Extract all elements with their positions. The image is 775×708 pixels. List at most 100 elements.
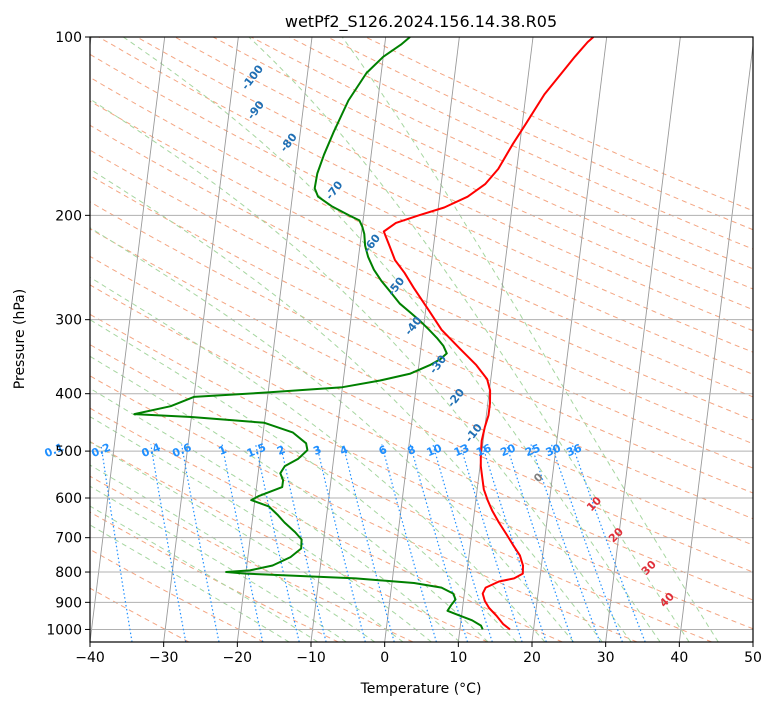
dry-adiabat-line xyxy=(97,37,753,353)
isotherm-line xyxy=(236,37,313,642)
y-tick-label: 600 xyxy=(55,491,82,507)
mixing-ratio-label: 0.4 xyxy=(140,441,163,460)
moist-adiabat-label: 20 xyxy=(606,525,626,545)
mixing-ratio-label: 2 xyxy=(275,443,287,458)
mixing-ratio-line xyxy=(481,444,547,642)
x-tick-label: −40 xyxy=(75,650,105,666)
dry-adiabat-line xyxy=(173,37,753,311)
y-tick-label: 300 xyxy=(55,313,82,329)
x-tick-label: 30 xyxy=(597,650,615,666)
x-axis-title: Temperature (°C) xyxy=(360,681,482,697)
mixing-ratio-label: 1.5 xyxy=(245,441,268,460)
isotherm-line xyxy=(752,638,753,642)
mixing-ratio-line xyxy=(381,444,437,642)
x-tick-label: 10 xyxy=(449,650,467,666)
mixing-ratio-line xyxy=(550,444,623,642)
y-tick-label: 400 xyxy=(55,387,82,403)
dry-adiabat-label: -100 xyxy=(239,62,266,92)
dry-adiabat-line xyxy=(90,53,753,375)
mixing-ratio-label: 1 xyxy=(217,443,229,458)
dry-adiabat-line xyxy=(90,284,753,601)
contour-labels: 0.1 0.2 0.4 0.6 1 1.5 2 3 4 6 8 10 13 16 20 25 30 36-100-… xyxy=(43,62,678,610)
mixing-ratio-line xyxy=(100,444,133,642)
mixing-ratio-line xyxy=(150,444,187,642)
chart-title: wetPf2_S126.2024.156.14.38.R05 xyxy=(285,12,557,32)
dry-adiabat-line xyxy=(364,37,753,212)
x-tick-label: 0 xyxy=(380,650,389,666)
dewpoint-series-line xyxy=(133,37,484,630)
dry-adiabat-label: -50 xyxy=(385,274,408,298)
mixing-ratio-line xyxy=(316,444,366,642)
dry-adiabat-line xyxy=(90,124,753,445)
mixing-ratio-label: 30 xyxy=(544,441,563,459)
y-tick-label: 900 xyxy=(55,595,82,611)
plot-frame xyxy=(89,36,754,643)
isotherm-line xyxy=(384,37,460,642)
dry-adiabat-line xyxy=(90,344,712,642)
moist-adiabat-line xyxy=(90,524,290,642)
moist-adiabat-line xyxy=(248,37,690,642)
dry-adiabat-label: -70 xyxy=(323,178,346,202)
mixing-ratio-label: 6 xyxy=(377,443,389,458)
moist-adiabat-line xyxy=(90,355,489,642)
dry-adiabat-line xyxy=(90,407,563,642)
dry-adiabat-line xyxy=(90,76,753,398)
mixing-ratio-line xyxy=(279,444,327,642)
moist-adiabat-line xyxy=(90,505,319,642)
moist-adiabat-line xyxy=(90,227,574,642)
mixing-ratio-line xyxy=(342,444,395,642)
dry-adiabat-line xyxy=(90,175,753,494)
isotherm-line xyxy=(90,37,166,642)
dry-adiabat-line xyxy=(90,441,488,642)
mixing-ratio-label: 13 xyxy=(452,442,471,460)
y-tick-label: 100 xyxy=(55,30,82,46)
mixing-ratio-line xyxy=(255,444,300,642)
dry-adiabat-line xyxy=(90,255,753,573)
dry-adiabat-label: -30 xyxy=(427,352,450,376)
x-tick-label: 20 xyxy=(523,650,541,666)
isotherm-line xyxy=(678,41,753,642)
isotherm-line xyxy=(531,37,608,642)
dry-adiabat-line xyxy=(90,201,753,520)
dry-adiabat-line xyxy=(90,149,753,469)
y-tick-label: 700 xyxy=(55,531,82,547)
mixing-ratio-label: 36 xyxy=(565,441,584,459)
y-tick-label: 800 xyxy=(55,565,82,581)
mixing-ratio-line xyxy=(181,444,220,642)
mixing-ratio-line xyxy=(221,444,264,642)
moist-adiabat-line xyxy=(123,37,661,642)
dry-adiabat-line xyxy=(90,475,414,642)
moist-adiabat-label: 40 xyxy=(657,590,677,610)
isotherm-line xyxy=(163,37,239,642)
moist-adiabat-label: 10 xyxy=(584,494,604,514)
axes: −40 −30 −20 −10 0 10 20 30 40 5010020030040050060… xyxy=(46,30,762,666)
dry-adiabat-line xyxy=(90,100,753,421)
mixing-ratio-line xyxy=(432,444,493,642)
dry-adiabat-line xyxy=(250,37,753,270)
moist-adiabat-line xyxy=(90,441,404,642)
dry-adiabat-label: -20 xyxy=(445,386,468,410)
dry-adiabat-label: -40 xyxy=(402,314,425,338)
x-tick-label: −20 xyxy=(223,650,253,666)
y-tick-label: 500 xyxy=(55,444,82,460)
mixing-ratio-label: 10 xyxy=(425,441,444,459)
isotherm-line xyxy=(457,37,534,642)
moist-adiabat-line xyxy=(90,485,347,642)
x-tick-label: 40 xyxy=(670,650,688,666)
mixing-ratio-label: 16 xyxy=(474,441,493,459)
x-tick-label: −30 xyxy=(149,650,179,666)
dry-adiabat-line xyxy=(326,37,753,231)
moist-adiabat-line xyxy=(90,416,432,642)
moist-adiabat-line xyxy=(90,168,603,642)
temperature-series-line xyxy=(382,37,595,631)
y-tick-label: 1000 xyxy=(46,622,82,638)
dry-adiabat-label: -80 xyxy=(277,130,300,154)
mixing-ratio-label: 3 xyxy=(311,443,323,458)
profile-lines xyxy=(133,37,595,631)
dry-adiabat-label: -90 xyxy=(245,98,268,122)
mixing-ratio-line xyxy=(530,444,601,642)
mixing-ratio-label: 20 xyxy=(498,441,517,459)
y-tick-label: 200 xyxy=(55,208,82,224)
